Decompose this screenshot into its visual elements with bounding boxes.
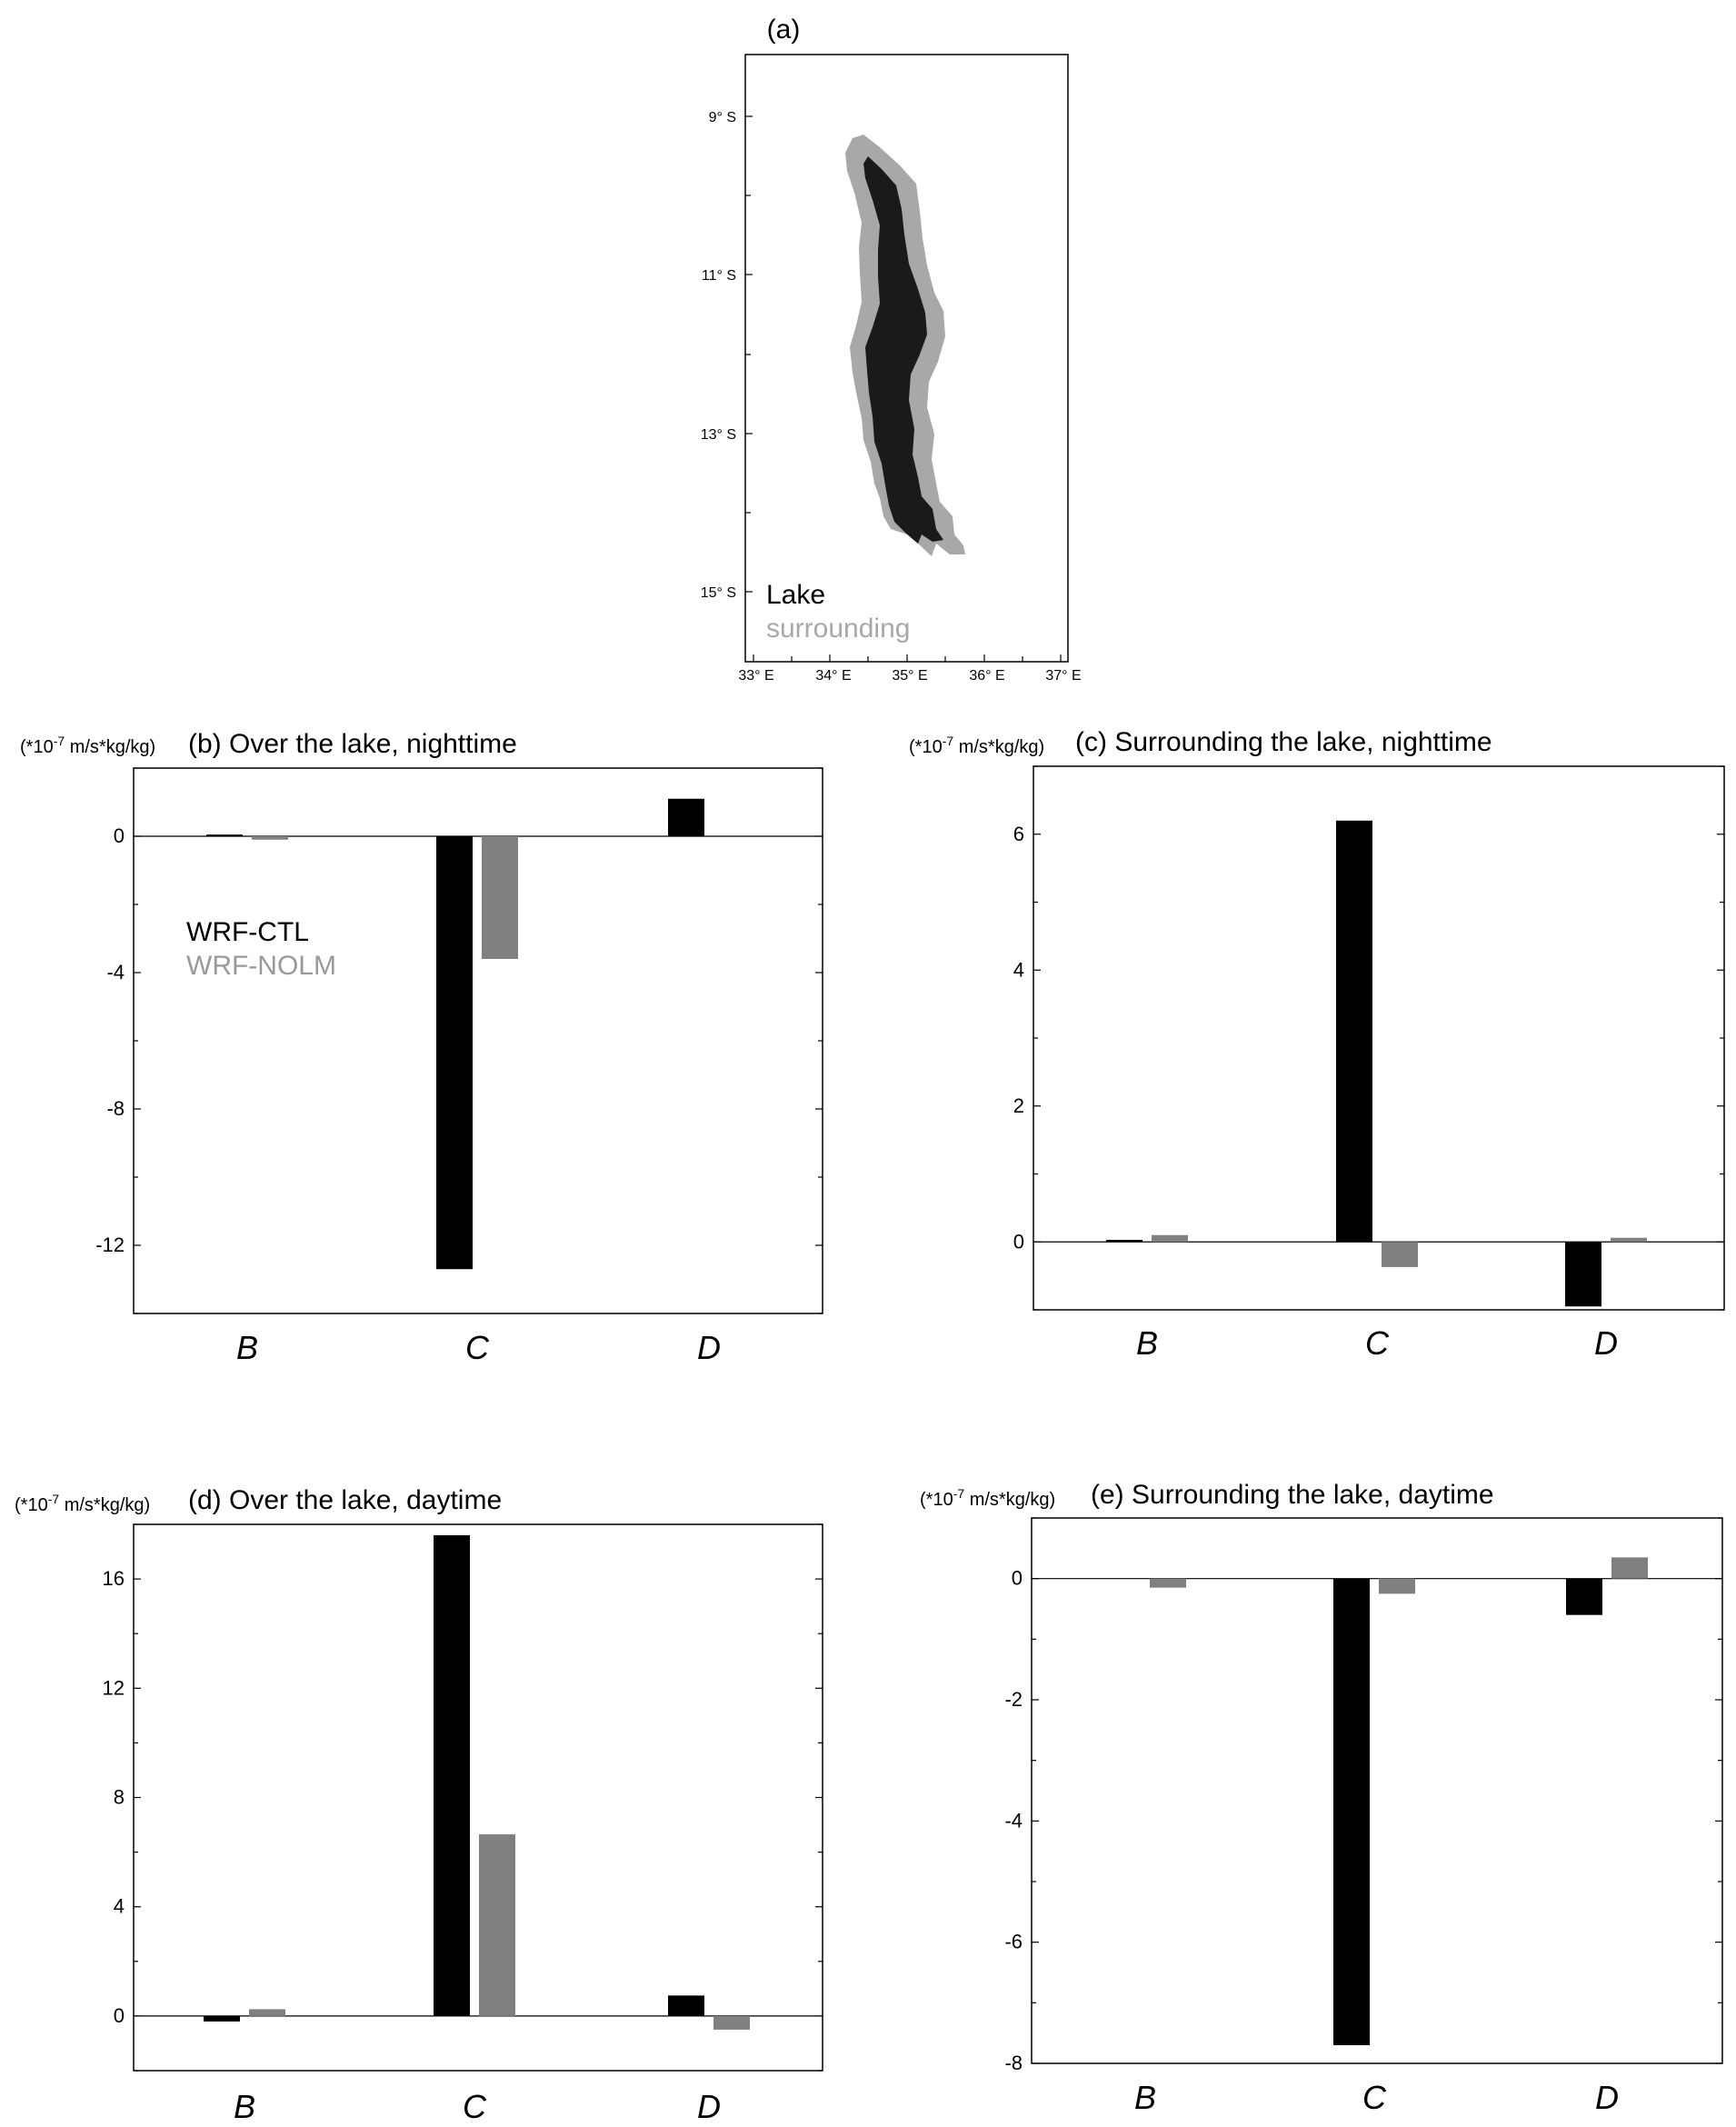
bar-wrf-ctl-c	[1333, 1578, 1370, 2045]
x-tick-label: C	[1365, 1324, 1390, 1362]
y-tick-label: -4	[106, 961, 125, 984]
y-tick-label: -8	[106, 1097, 125, 1120]
chart-panel-b: (*10-7 m/s*kg/kg) (b) Over the lake, nig…	[20, 729, 823, 1366]
plot-frame	[1031, 1517, 1723, 2064]
bar-wrf-ctl-d	[1566, 1578, 1602, 1615]
bars	[204, 1535, 750, 2030]
x-tick-label: D	[1595, 2079, 1619, 2116]
unit-label: (*10-7 m/s*kg/kg)	[20, 734, 155, 757]
x-tick-label: B	[234, 2088, 255, 2125]
bar-wrf-nolm-c	[482, 836, 518, 959]
plot-frame	[133, 767, 823, 1314]
map-lat-tick-label: 15° S	[701, 585, 736, 601]
plot-frame	[1033, 765, 1725, 1311]
x-tick-label: C	[1362, 2079, 1387, 2116]
bar-wrf-ctl-d	[668, 1995, 704, 2016]
y-tick-label: -6	[1004, 1931, 1023, 1953]
chart-title: (b) Over the lake, nighttime	[188, 729, 517, 759]
map-lat-tick-label: 11° S	[702, 268, 736, 284]
x-tick-label: B	[236, 1329, 258, 1366]
bar-wrf-nolm-c	[1379, 1578, 1415, 1594]
x-tick-label: C	[463, 2088, 487, 2125]
y-axis: 0 2 4 6	[1013, 765, 1724, 1311]
y-tick-label: -4	[1004, 1809, 1023, 1832]
x-axis: B C D	[1136, 1324, 1618, 1362]
y-tick-label: 0	[1012, 1567, 1023, 1590]
map-legend-surrounding: surrounding	[766, 614, 910, 644]
x-tick-label: D	[697, 1329, 721, 1366]
y-axis: 0 -4 -8 -12	[95, 767, 823, 1314]
map-panel-label: (a)	[767, 15, 801, 45]
bar-wrf-nolm-b	[1150, 1578, 1186, 1588]
x-axis: B C D	[236, 1329, 721, 1366]
map-lon-tick-label: 33° E	[738, 668, 773, 684]
bar-wrf-nolm-b	[249, 2009, 285, 2016]
y-axis: 0 -2 -4 -6 -8	[1004, 1517, 1722, 2074]
chart-title: (e) Surrounding the lake, daytime	[1091, 1480, 1494, 1510]
y-tick-label: -2	[1004, 1688, 1023, 1711]
bar-wrf-nolm-b	[1152, 1234, 1188, 1243]
y-tick-label: 2	[1013, 1094, 1024, 1117]
y-tick-label: -8	[1004, 2052, 1023, 2074]
map-lon-axis: 33° E 34° E 35° E 36° E 37° E	[738, 654, 1082, 684]
unit-label: (*10-7 m/s*kg/kg)	[15, 1492, 150, 1515]
plot-frame	[133, 1523, 823, 2072]
bar-wrf-ctl-b	[204, 2015, 240, 2022]
x-tick-label: B	[1134, 2079, 1156, 2116]
y-tick-label: 12	[103, 1676, 125, 1699]
bar-wrf-nolm-c	[1382, 1242, 1418, 1267]
x-tick-label: D	[697, 2088, 721, 2125]
bar-wrf-nolm-b	[252, 836, 288, 840]
y-tick-label: 4	[1013, 958, 1024, 981]
bar-wrf-nolm-d	[713, 2015, 750, 2030]
map-lat-tick-label: 13° S	[701, 427, 736, 443]
chart-panel-d: (*10-7 m/s*kg/kg) (d) Over the lake, day…	[15, 1485, 823, 2125]
bar-wrf-ctl-c	[1336, 820, 1372, 1243]
y-tick-label: 8	[114, 1786, 125, 1809]
y-tick-label: 4	[114, 1895, 125, 1918]
bar-wrf-ctl-b	[1106, 1240, 1142, 1243]
map-lon-tick-label: 34° E	[815, 668, 851, 684]
y-tick-label: -12	[95, 1233, 125, 1256]
unit-label: (*10-7 m/s*kg/kg)	[909, 734, 1044, 757]
map-lat-tick-label: 9° S	[709, 110, 736, 125]
x-axis: B C D	[1134, 2079, 1619, 2116]
y-axis: 0 4 8 12 16	[103, 1523, 823, 2072]
map-lon-tick-label: 36° E	[969, 668, 1004, 684]
bar-wrf-nolm-d	[1611, 1237, 1647, 1243]
x-tick-label: D	[1594, 1324, 1618, 1362]
x-tick-label: C	[465, 1329, 490, 1366]
map-lat-axis: 9° S 11° S 13° S 15° S	[701, 110, 753, 601]
bars	[1150, 1557, 1648, 2045]
bar-wrf-ctl-c	[434, 1535, 470, 2016]
bars	[1106, 820, 1647, 1307]
y-tick-label: 6	[1013, 823, 1024, 845]
legend-ctl: WRF-CTL	[186, 917, 309, 947]
chart-title: (c) Surrounding the lake, nighttime	[1075, 727, 1492, 757]
map-panel: (a) 9° S 11° S 13° S 15° S	[701, 15, 1082, 684]
map-lon-tick-label: 35° E	[892, 668, 927, 684]
chart-panel-c: (*10-7 m/s*kg/kg) (c) Surrounding the la…	[909, 727, 1725, 1362]
bar-wrf-ctl-d	[668, 798, 704, 836]
x-axis: B C D	[234, 2088, 721, 2125]
bar-wrf-nolm-d	[1611, 1557, 1648, 1579]
unit-label: (*10-7 m/s*kg/kg)	[920, 1486, 1055, 1510]
bar-wrf-nolm-c	[479, 1834, 515, 2016]
bar-wrf-ctl-b	[206, 834, 243, 837]
legend-nolm: WRF-NOLM	[186, 951, 336, 981]
lake-region	[863, 156, 943, 544]
bars	[206, 798, 704, 1270]
bar-wrf-ctl-c	[436, 836, 473, 1270]
chart-panel-e: (*10-7 m/s*kg/kg) (e) Surrounding the la…	[920, 1480, 1723, 2116]
map-lon-tick-label: 37° E	[1045, 668, 1081, 684]
y-tick-label: 0	[114, 824, 125, 847]
y-tick-label: 16	[103, 1567, 125, 1590]
bar-wrf-ctl-d	[1565, 1242, 1601, 1307]
map-legend-lake: Lake	[766, 580, 825, 610]
x-tick-label: B	[1136, 1324, 1158, 1362]
y-tick-label: 0	[114, 2004, 125, 2027]
y-tick-label: 0	[1013, 1230, 1024, 1253]
chart-title: (d) Over the lake, daytime	[188, 1485, 502, 1515]
